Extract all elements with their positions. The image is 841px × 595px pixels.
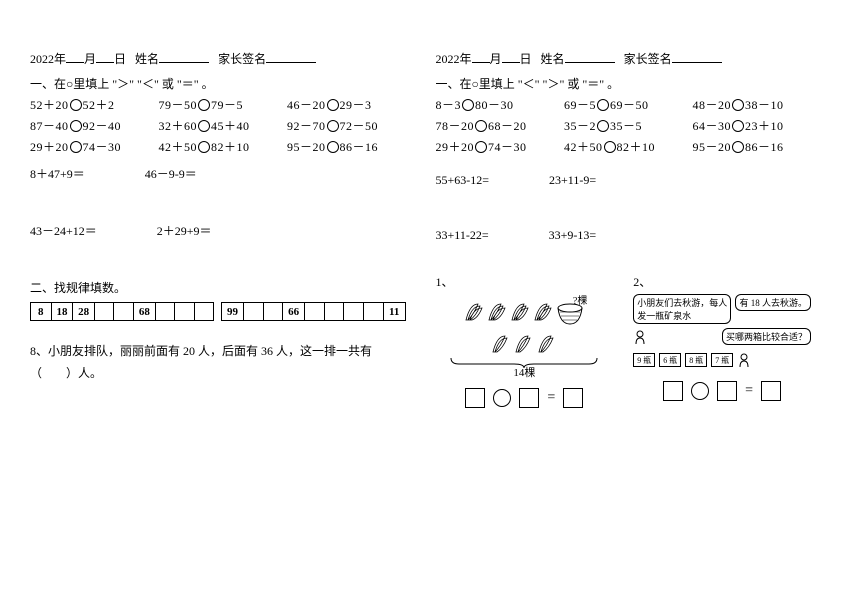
expr-cell: 95－2086－16 xyxy=(287,138,406,155)
water-box: 6 瓶 xyxy=(659,353,681,367)
q1-answer-row: = xyxy=(436,388,614,408)
expr-cell: 69－569－50 xyxy=(564,96,683,113)
expr-cell: 32＋6045＋40 xyxy=(159,117,278,134)
expr-cell: 64－3023＋10 xyxy=(693,117,812,134)
equation: 43－24+12＝ xyxy=(30,222,97,239)
equals-sign: = xyxy=(547,390,555,406)
expr-cell: 79－5079－5 xyxy=(159,96,278,113)
q2-label: 2、 xyxy=(633,273,811,290)
expr-cell: 52＋2052＋2 xyxy=(30,96,149,113)
equation: 46－9-9＝ xyxy=(145,165,197,182)
answer-box[interactable] xyxy=(519,388,539,408)
q2: 2、 小朋友们去秋游，每人发一瓶矿泉水 有 18 人去秋游。 买哪两箱比较合适？… xyxy=(633,273,811,408)
expr-cell: 46－2029－3 xyxy=(287,96,406,113)
expr-cell: 95－2086－16 xyxy=(693,138,812,155)
month-label: 月 xyxy=(490,52,502,66)
pattern-table-2: 99 66 11 xyxy=(221,302,405,321)
expr-cell: 78－2068－20 xyxy=(436,117,555,134)
left-section1-title: 一、在○里填上 "＞" "＜" 或 "＝" 。 xyxy=(30,75,406,92)
equation: 33+11-22= xyxy=(436,228,489,243)
person-icon xyxy=(737,353,751,367)
operator-circle[interactable] xyxy=(691,382,709,400)
pattern-table-1: 81828 68 xyxy=(30,302,214,321)
year-value: 2022 xyxy=(436,52,460,66)
month-label: 月 xyxy=(84,52,96,66)
left-eq-row1: 8＋47+9＝ 46－9-9＝ xyxy=(30,165,406,182)
banana-icon xyxy=(514,332,534,354)
name-label: 姓名 xyxy=(541,52,565,66)
speech-bubble: 有 18 人去秋游。 xyxy=(735,294,811,311)
parent-sign-label: 家长签名 xyxy=(624,52,672,66)
pattern-row: 81828 68 99 66 11 xyxy=(30,302,406,321)
operator-circle[interactable] xyxy=(493,389,511,407)
expr-cell: 29＋2074－30 xyxy=(30,138,149,155)
q1-basket-label: ?棵 xyxy=(573,292,587,307)
year-suffix: 年 xyxy=(54,52,66,66)
equation: 55+63-12= xyxy=(436,173,490,188)
year-value: 2022 xyxy=(30,52,54,66)
expr-cell: 87－4092－40 xyxy=(30,117,149,134)
left-worksheet: 2022年月日 姓名 家长签名 一、在○里填上 "＞" "＜" 或 "＝" 。 … xyxy=(30,50,406,575)
banana-icon xyxy=(464,300,484,322)
expr-cell: 42＋5082＋10 xyxy=(564,138,683,155)
right-header: 2022年 月 日 姓名 家长签名 xyxy=(436,50,812,67)
person-icon xyxy=(633,330,647,344)
equals-sign: = xyxy=(745,383,753,399)
left-section2-title: 二、找规律填数。 xyxy=(30,279,406,296)
right-picture-questions: 1、 ?棵 xyxy=(436,273,812,408)
banana-icon xyxy=(491,332,511,354)
water-box: 9 瓶 xyxy=(633,353,655,367)
q2-boxes-row: 9 瓶 6 瓶 8 瓶 7 瓶 xyxy=(633,353,811,367)
speech-bubble: 小朋友们去秋游，每人发一瓶矿泉水 xyxy=(633,294,731,324)
answer-box[interactable] xyxy=(717,381,737,401)
answer-box[interactable] xyxy=(563,388,583,408)
banana-icon xyxy=(487,300,507,322)
expr-cell: 48－2038－10 xyxy=(693,96,812,113)
left-q8: 8、小朋友排队，丽丽前面有 20 人，后面有 36 人，这一排一共有（ ）人。 xyxy=(30,341,406,384)
day-label: 日 xyxy=(520,52,532,66)
equation: 33+9-13= xyxy=(549,228,597,243)
q1: 1、 ?棵 xyxy=(436,273,614,408)
right-expr-grid: 8－380－30 69－569－50 48－2038－10 78－2068－20… xyxy=(436,96,812,155)
right-section1-title: 一、在○里填上 "＜" "＞" 或 "＝" 。 xyxy=(436,75,812,92)
equation: 23+11-9= xyxy=(549,173,596,188)
expr-cell: 42＋5082＋10 xyxy=(159,138,278,155)
expr-cell: 35－235－5 xyxy=(564,117,683,134)
expr-cell: 8－380－30 xyxy=(436,96,555,113)
name-label: 姓名 xyxy=(135,52,159,66)
left-expr-grid: 52＋2052＋2 79－5079－5 46－2029－3 87－4092－40… xyxy=(30,96,406,155)
left-eq-row2: 43－24+12＝ 2＋29+9＝ xyxy=(30,222,406,239)
water-box: 7 瓶 xyxy=(711,353,733,367)
right-worksheet: 2022年月日 姓名 家长签名 一、在○里填上 "＜" "＞" 或 "＝" 。 … xyxy=(436,50,812,575)
banana-icon xyxy=(533,300,553,322)
q1-illustration: ?棵 14棵 xyxy=(436,294,614,374)
left-header: 2022年 月 日 姓名 家长签名 xyxy=(30,50,406,67)
equation: 2＋29+9＝ xyxy=(157,222,212,239)
year-suffix: 年 xyxy=(460,52,472,66)
equation: 8＋47+9＝ xyxy=(30,165,85,182)
q1-total-label: 14棵 xyxy=(439,364,609,380)
answer-box[interactable] xyxy=(465,388,485,408)
right-eq-row1: 55+63-12= 23+11-9= xyxy=(436,173,812,188)
speech-bubble: 买哪两箱比较合适？ xyxy=(722,328,811,345)
water-box: 8 瓶 xyxy=(685,353,707,367)
answer-box[interactable] xyxy=(761,381,781,401)
q2-answer-row: = xyxy=(633,381,811,401)
expr-cell: 29＋2074－30 xyxy=(436,138,555,155)
answer-box[interactable] xyxy=(663,381,683,401)
day-label: 日 xyxy=(114,52,126,66)
parent-sign-label: 家长签名 xyxy=(218,52,266,66)
banana-icon xyxy=(510,300,530,322)
expr-cell: 92－7072－50 xyxy=(287,117,406,134)
q1-label: 1、 xyxy=(436,273,614,290)
banana-icon xyxy=(537,332,557,354)
right-eq-row2: 33+11-22= 33+9-13= xyxy=(436,228,812,243)
q2-story: 小朋友们去秋游，每人发一瓶矿泉水 有 18 人去秋游。 买哪两箱比较合适？ 9 … xyxy=(633,294,811,367)
